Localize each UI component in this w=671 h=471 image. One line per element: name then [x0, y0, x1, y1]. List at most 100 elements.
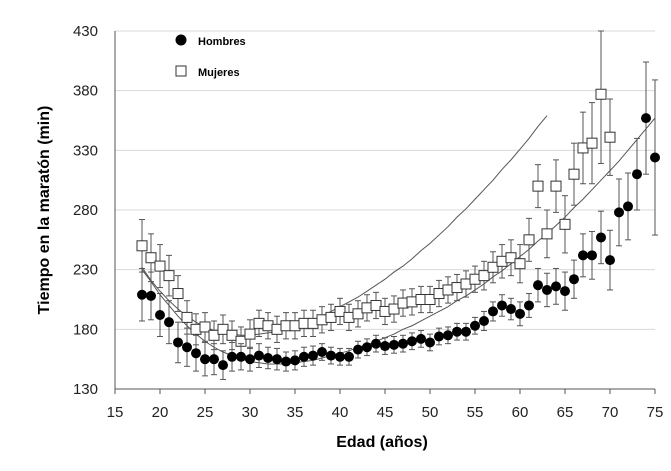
point-hombres: [425, 337, 435, 348]
point-mujeres: [595, 88, 607, 100]
y-tick-label: 130: [73, 381, 98, 398]
point-hombres: [389, 339, 399, 350]
series-hombres: [137, 61, 660, 380]
data-points: [136, 30, 660, 380]
x-tick-label: 65: [557, 404, 574, 421]
legend-hombres-label: Hombres: [198, 36, 246, 48]
point-mujeres: [352, 308, 364, 320]
point-hombres: [245, 354, 255, 365]
point-mujeres: [154, 260, 166, 272]
point-hombres: [326, 350, 336, 361]
point-mujeres: [244, 328, 256, 340]
point-hombres: [191, 348, 201, 359]
point-hombres: [605, 255, 615, 266]
legend: Hombres Mujeres: [175, 34, 246, 79]
x-tick-label: 30: [242, 404, 259, 421]
point-hombres: [560, 286, 570, 297]
point-mujeres: [568, 168, 580, 180]
y-tick-label: 330: [73, 142, 98, 159]
legend-hombres-marker: [175, 34, 187, 46]
point-hombres: [362, 342, 372, 353]
point-hombres: [632, 169, 642, 180]
point-mujeres: [514, 258, 526, 270]
point-mujeres: [181, 311, 193, 323]
point-hombres: [641, 113, 651, 124]
point-hombres: [353, 344, 363, 355]
point-hombres: [524, 300, 534, 311]
point-hombres: [515, 308, 525, 319]
point-mujeres: [505, 252, 517, 264]
point-hombres: [317, 347, 327, 358]
series-mujeres: [136, 30, 616, 357]
point-hombres: [299, 351, 309, 362]
point-hombres: [290, 355, 300, 366]
point-mujeres: [145, 252, 157, 264]
trend-line-mujeres: [141, 115, 548, 336]
trend-line-hombres: [141, 117, 656, 365]
point-hombres: [497, 300, 507, 311]
point-hombres: [596, 232, 606, 243]
point-hombres: [263, 352, 273, 363]
x-tick-labels: 15 20 25 30 35 40 45 50 55 60 65 70 75: [107, 389, 664, 421]
point-hombres: [137, 289, 147, 300]
point-hombres: [434, 331, 444, 342]
point-hombres: [200, 354, 210, 365]
point-mujeres: [604, 131, 616, 143]
point-mujeres: [208, 329, 220, 341]
point-mujeres: [136, 240, 148, 252]
point-hombres: [182, 342, 192, 353]
point-hombres: [650, 152, 660, 163]
point-hombres: [569, 274, 579, 285]
point-hombres: [542, 284, 552, 295]
point-hombres: [416, 333, 426, 344]
point-mujeres: [199, 321, 211, 333]
point-hombres: [218, 360, 228, 371]
point-hombres: [587, 250, 597, 261]
point-hombres: [371, 338, 381, 349]
point-mujeres: [550, 180, 562, 192]
point-hombres: [407, 336, 417, 347]
point-hombres: [443, 330, 453, 341]
point-hombres: [461, 326, 471, 337]
y-tick-label: 380: [73, 83, 98, 100]
point-hombres: [254, 350, 264, 361]
point-mujeres: [172, 288, 184, 300]
point-hombres: [398, 338, 408, 349]
point-mujeres: [334, 305, 346, 317]
point-hombres: [146, 290, 156, 301]
point-hombres: [281, 356, 291, 367]
x-tick-label: 15: [107, 404, 124, 421]
x-axis-title: Edad (años): [336, 434, 428, 451]
point-hombres: [227, 351, 237, 362]
point-mujeres: [541, 228, 553, 240]
y-tick-label: 430: [73, 23, 98, 40]
point-hombres: [533, 280, 543, 291]
x-tick-label: 35: [287, 404, 304, 421]
point-mujeres: [487, 261, 499, 273]
x-tick-label: 20: [152, 404, 169, 421]
point-hombres: [209, 354, 219, 365]
point-mujeres: [478, 270, 490, 282]
x-tick-label: 60: [512, 404, 529, 421]
point-mujeres: [424, 294, 436, 305]
y-tick-label: 230: [73, 262, 98, 279]
point-mujeres: [586, 137, 598, 149]
point-hombres: [479, 315, 489, 326]
x-tick-label: 70: [602, 404, 619, 421]
point-hombres: [578, 250, 588, 261]
point-hombres: [173, 337, 183, 348]
x-tick-label: 40: [332, 404, 349, 421]
x-tick-label: 25: [197, 404, 214, 421]
point-hombres: [380, 341, 390, 352]
point-hombres: [155, 310, 165, 321]
point-hombres: [623, 201, 633, 212]
point-hombres: [236, 351, 246, 362]
x-tick-label: 75: [647, 404, 664, 421]
x-tick-label: 55: [467, 404, 484, 421]
y-tick-labels: 130 180 230 280 330 380 430: [73, 23, 98, 398]
x-tick-label: 45: [377, 404, 394, 421]
point-hombres: [344, 351, 354, 362]
point-mujeres: [370, 299, 382, 311]
point-hombres: [488, 306, 498, 317]
